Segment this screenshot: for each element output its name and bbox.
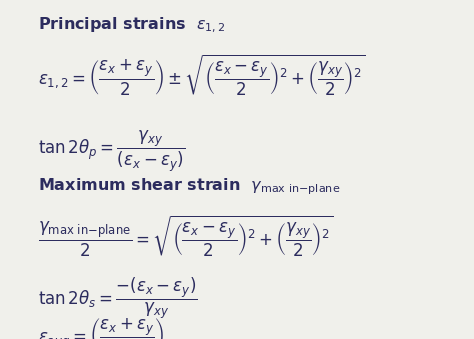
Text: $\tan 2\theta_s = \dfrac{-\left(\varepsilon_x - \varepsilon_y\right)}{\gamma_{xy: $\tan 2\theta_s = \dfrac{-\left(\varepsi…	[38, 276, 198, 321]
Text: Maximum shear strain  $\gamma_{\mathrm{max\ in{-}plane}}$: Maximum shear strain $\gamma_{\mathrm{ma…	[38, 176, 340, 197]
Text: $\varepsilon_{avg} = \left(\dfrac{\varepsilon_x + \varepsilon_y}{2}\right)$: $\varepsilon_{avg} = \left(\dfrac{\varep…	[38, 317, 164, 339]
Text: $\varepsilon_{1,2} = \left(\dfrac{\varepsilon_x + \varepsilon_y}{2}\right) \pm \: $\varepsilon_{1,2} = \left(\dfrac{\varep…	[38, 53, 365, 98]
Text: $\dfrac{\gamma_{\mathrm{max\ in{-}plane}}}{2} = \sqrt{\left(\dfrac{\varepsilon_x: $\dfrac{\gamma_{\mathrm{max\ in{-}plane}…	[38, 214, 334, 259]
Text: Principal strains  $\varepsilon_{1,2}$: Principal strains $\varepsilon_{1,2}$	[38, 15, 226, 35]
Text: $\tan 2\theta_p = \dfrac{\gamma_{xy}}{\left(\varepsilon_x - \varepsilon_y\right): $\tan 2\theta_p = \dfrac{\gamma_{xy}}{\l…	[38, 129, 185, 174]
